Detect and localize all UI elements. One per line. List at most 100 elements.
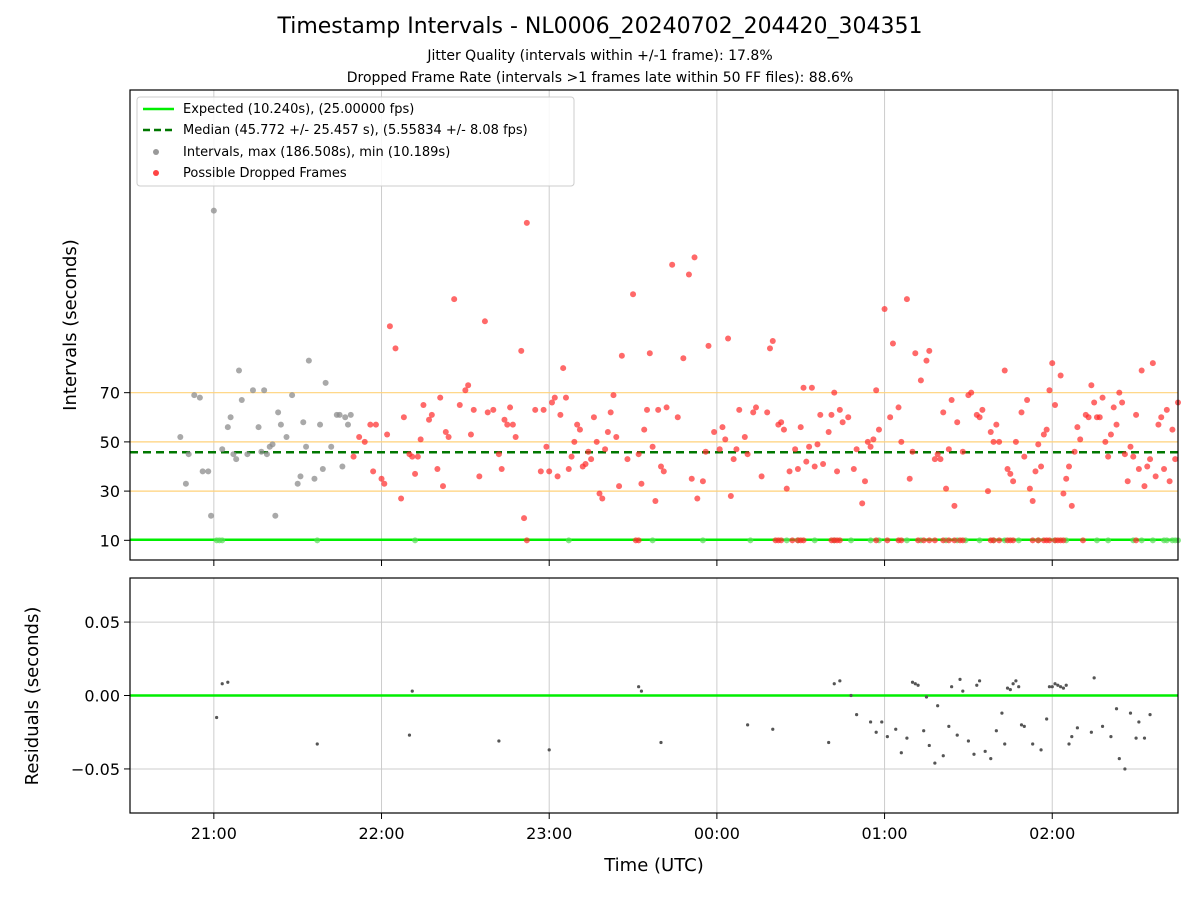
top-plot-points [177, 207, 1181, 544]
dropped-frame-point [1040, 431, 1047, 438]
dropped-frame-point [887, 414, 894, 421]
legend-dropped-swatch [153, 170, 159, 176]
dropped-frame-point [384, 431, 391, 438]
dropped-frame-point [574, 421, 581, 428]
dropped-frame-point [1077, 436, 1084, 443]
residual-point [966, 739, 971, 743]
residual-point [922, 729, 926, 733]
residual-point [1045, 717, 1049, 721]
chart-title: Timestamp Intervals - NL0006_20240702_20… [277, 14, 923, 39]
dropped-frame-point [1029, 497, 1036, 504]
dropped-frame-point [451, 296, 458, 303]
dropped-frame-point [727, 493, 734, 500]
dropped-frame-point [1043, 426, 1050, 433]
dropped-frame-point [979, 406, 986, 413]
dropped-frame-point [546, 468, 553, 475]
residual-point [410, 689, 414, 693]
dropped-frame-point [1026, 485, 1033, 492]
dropped-frame-point [1060, 537, 1067, 544]
dropped-frame-point [386, 323, 393, 330]
dropped-frame-point [912, 350, 919, 357]
dropped-frame-point [780, 426, 787, 433]
dropped-frame-point [445, 433, 452, 440]
x-tick-label: 23:00 [526, 824, 572, 843]
dropped-frame-point [1038, 463, 1045, 470]
residual-point [659, 740, 663, 745]
dropped-frame-point [613, 433, 620, 440]
interval-point [275, 409, 282, 416]
legend: Expected (10.240s), (25.00000 fps) Media… [136, 96, 575, 187]
legend-expected-label: Expected (10.240s), (25.00000 fps) [183, 102, 414, 117]
dropped-frame-point [1172, 456, 1179, 463]
dropped-frame-point [945, 537, 952, 544]
dropped-frame-point [1121, 451, 1128, 458]
dropped-frame-point [895, 404, 902, 411]
residual-point [1134, 736, 1138, 740]
dropped-frame-point [867, 443, 874, 450]
dropped-frame-point [948, 397, 955, 404]
dropped-frame-point [370, 468, 377, 475]
dropped-frame-point [764, 409, 771, 416]
dropped-frame-point [462, 387, 469, 394]
dropped-frame-point [420, 401, 427, 408]
dropped-frame-point [753, 404, 760, 411]
interval-point [230, 451, 237, 458]
dropped-frame-point [1074, 424, 1081, 431]
residual-point [880, 720, 884, 724]
dropped-frame-point [1021, 453, 1028, 460]
residual-point [1075, 726, 1079, 730]
residual-point [894, 727, 898, 731]
interval-point [185, 451, 192, 458]
dropped-frame-point [984, 488, 991, 495]
dropped-frame-point [719, 424, 726, 431]
residual-point [913, 682, 917, 686]
interval-point [336, 411, 343, 418]
dropped-frame-point [744, 451, 751, 458]
interval-point [305, 357, 312, 364]
dropped-frame-point [560, 365, 567, 372]
top-y-tick-label: 70 [100, 384, 120, 403]
on-time-point [314, 537, 321, 544]
interval-point [344, 421, 351, 428]
dropped-frame-point [392, 345, 399, 352]
residual-point [639, 689, 644, 693]
dropped-frame-point [730, 456, 737, 463]
x-tick-label: 22:00 [358, 824, 404, 843]
residual-point [1117, 757, 1121, 761]
top-y-tick-label: 50 [100, 433, 120, 452]
dropped-frame-point [1091, 399, 1098, 406]
residual-point [637, 685, 641, 689]
dropped-frame-point [1057, 372, 1064, 379]
dropped-frame-point [1110, 404, 1117, 411]
top-y-axis-label: Intervals (seconds) [60, 239, 81, 411]
interval-point [199, 468, 206, 475]
on-time-point [412, 537, 419, 544]
interval-point [227, 414, 234, 421]
dropped-frame-point [426, 416, 433, 423]
bottom-y-tick-label: −0.05 [71, 760, 120, 779]
dropped-frame-point [976, 414, 983, 421]
residual-point [989, 757, 993, 761]
dropped-frame-point [699, 478, 706, 485]
dropped-frame-point [641, 426, 648, 433]
dropped-frame-point [1018, 409, 1025, 416]
residual-point [1019, 723, 1024, 727]
dropped-frame-point [607, 409, 614, 416]
residual-point [983, 749, 987, 753]
dropped-frame-point [920, 537, 927, 544]
dropped-frame-point [831, 389, 838, 396]
dropped-frame-point [523, 537, 530, 544]
residual-point [958, 677, 962, 681]
on-time-point [565, 537, 572, 544]
dropped-frame-point [937, 456, 944, 463]
dropped-frame-point [903, 296, 910, 303]
dropped-frame-point [498, 465, 505, 472]
on-time-point [1138, 537, 1145, 544]
dropped-frame-point [943, 485, 950, 492]
dropped-frame-point [923, 357, 930, 364]
dropped-frame-point [1060, 490, 1067, 497]
interval-point [277, 421, 284, 428]
dropped-frame-point [1004, 465, 1011, 472]
dropped-frame-point [789, 537, 796, 544]
